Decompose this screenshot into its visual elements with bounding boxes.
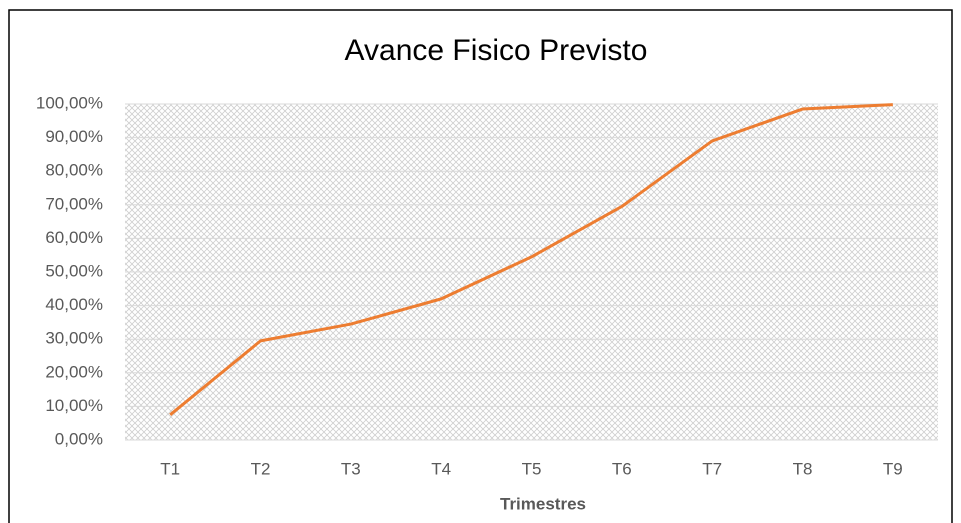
y-tick-label: 20,00% bbox=[45, 362, 103, 381]
y-tick-label: 30,00% bbox=[45, 329, 103, 348]
x-tick-label: T4 bbox=[431, 459, 451, 478]
x-tick-label: T9 bbox=[883, 459, 903, 478]
y-tick-label: 70,00% bbox=[45, 194, 103, 213]
x-tick-label: T6 bbox=[612, 459, 632, 478]
y-tick-label: 0,00% bbox=[55, 429, 103, 448]
x-tick-label: T8 bbox=[793, 459, 813, 478]
y-tick-label: 10,00% bbox=[45, 396, 103, 415]
x-tick-label: T7 bbox=[702, 459, 722, 478]
x-axis-label: Trimestres bbox=[500, 494, 586, 513]
y-tick-label: 100,00% bbox=[36, 93, 103, 112]
y-tick-label: 90,00% bbox=[45, 127, 103, 146]
x-tick-label: T1 bbox=[160, 459, 180, 478]
x-tick-label: T2 bbox=[251, 459, 271, 478]
chart-border bbox=[8, 9, 953, 523]
x-tick-label: T5 bbox=[522, 459, 542, 478]
line-series bbox=[169, 103, 893, 416]
y-tick-label: 80,00% bbox=[45, 161, 103, 180]
chart-title: Avance Fisico Previsto bbox=[345, 34, 648, 67]
x-tick-label: T3 bbox=[341, 459, 361, 478]
y-tick-label: 50,00% bbox=[45, 261, 103, 280]
y-tick-label: 60,00% bbox=[45, 228, 103, 247]
y-tick-label: 40,00% bbox=[45, 295, 103, 314]
